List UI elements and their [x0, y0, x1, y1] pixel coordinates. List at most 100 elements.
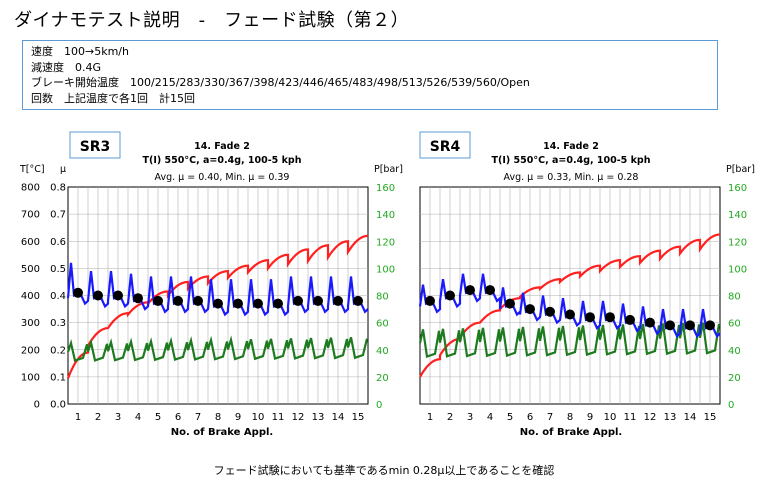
chart1-avg-mu-point [113, 290, 123, 301]
chart1-mu-tick: 0.0 [50, 400, 66, 411]
chart2-x-tick: 2 [447, 412, 453, 423]
chart1-temp-tick: 300 [21, 318, 40, 329]
chart2-pressure-tick: 140 [728, 210, 747, 221]
chart2-x-tick: 15 [704, 412, 717, 423]
chart2-avg-mu-point [445, 290, 455, 301]
chart1-pressure-tick: 100 [376, 264, 395, 275]
chart1-x-tick: 6 [175, 412, 181, 423]
chart1-x-tick: 7 [195, 412, 201, 423]
chart2-x-tick: 3 [467, 412, 473, 423]
chart1-subtitle: T(I) 550°C, a=0.4g, 100-5 kph [143, 155, 302, 166]
chart1-avg-mu-point [233, 298, 243, 309]
chart2-pressure-tick: 120 [728, 237, 747, 248]
chart1-avg-mu-point [213, 298, 223, 309]
chart1-temperature-line [66, 234, 369, 379]
chart1-pressure-tick: 120 [376, 237, 395, 248]
chart1-avg-mu-point [253, 298, 263, 309]
chart1-pressure-line [66, 335, 369, 363]
chart2-pressure-tick: 160 [728, 183, 747, 194]
chart2-title: 14. Fade 2 [543, 141, 599, 152]
chart1-badge-box [69, 131, 121, 159]
chart1-mu-tick: 0.8 [50, 183, 66, 194]
chart1-temp-tick: 0 [34, 400, 40, 411]
chart1-x-tick: 12 [292, 412, 305, 423]
chart2-avg-mu-point [485, 285, 495, 296]
chart2-x-tick: 4 [487, 412, 493, 423]
chart1-mu-tick: 0.6 [50, 237, 66, 248]
chart1-temp-tick: 200 [21, 345, 40, 356]
chart2-x-tick: 11 [624, 412, 637, 423]
chart1-temp-tick: 800 [21, 183, 40, 194]
test-conditions-box: 速度 100→5km/h 減速度 0.4G ブレーキ開始温度 100/215/2… [22, 40, 718, 110]
chart2-x-tick: 5 [507, 412, 513, 423]
chart2-pressure-axis-label: P[bar] [726, 164, 755, 175]
chart2-avg-mu-point [525, 304, 535, 315]
chart1-mu-tick: 0.5 [50, 264, 66, 275]
chart2-x-tick: 13 [664, 412, 677, 423]
chart2-x-tick: 8 [567, 412, 573, 423]
chart1-x-tick: 9 [235, 412, 241, 423]
chart2-avg-mu-point [585, 312, 595, 323]
chart1-avg-mu-point [73, 287, 83, 298]
chart1-mu-tick: 0.7 [50, 210, 66, 221]
chart1-stats: Avg. μ = 0.40, Min. μ = 0.39 [155, 172, 290, 183]
chart1-x-tick: 1 [75, 412, 81, 423]
chart2-pressure-tick: 40 [728, 346, 741, 357]
chart1-mu-axis-label: μ [60, 164, 66, 175]
chart2-temperature-line [419, 233, 721, 378]
chart1-avg-mu-point [313, 295, 323, 306]
chart1-avg-mu-point [293, 295, 303, 306]
chart2-x-tick: 10 [604, 412, 617, 423]
chart2-x-tick: 6 [527, 412, 533, 423]
chart2-x-tick: 14 [684, 412, 697, 423]
chart1-avg-mu-point [353, 295, 363, 306]
chart1-avg-mu-point [173, 295, 183, 306]
chart1-x-tick: 2 [95, 412, 101, 423]
chart1-avg-mu-point [93, 290, 103, 301]
chart1-x-tick: 5 [155, 412, 161, 423]
chart2-pressure-tick: 100 [728, 264, 747, 275]
chart1-avg-mu-point [193, 295, 203, 306]
chart2-x-axis-label: No. of Brake Appl. [520, 427, 622, 438]
chart2-x-tick: 9 [587, 412, 593, 423]
chart2-subtitle: T(I) 550°C, a=0.4g, 100-5 kph [492, 155, 651, 166]
chart1-pressure-tick: 160 [376, 183, 395, 194]
chart1-title: 14. Fade 2 [194, 141, 250, 152]
chart2-avg-mu-point [645, 317, 655, 328]
chart2-avg-mu-point [685, 320, 695, 331]
chart1-badge: SR3 [80, 139, 111, 155]
page-title: ダイナモテスト説明 - フェード試験（第２） [14, 10, 410, 31]
chart1-temp-tick: 700 [21, 210, 40, 221]
chart1-avg-mu-point [133, 293, 143, 304]
chart1-x-tick: 15 [352, 412, 365, 423]
condition-repetitions: 回数 上記温度で各1回 計15回 [31, 91, 195, 105]
chart2-avg-mu-point [425, 295, 435, 306]
chart2-stats: Avg. μ = 0.33, Min. μ = 0.28 [504, 172, 639, 183]
chart2-avg-mu-point [505, 298, 515, 309]
chart2-avg-mu-point [665, 320, 675, 331]
chart1-avg-mu-point [153, 295, 163, 306]
condition-deceleration: 減速度 0.4G [31, 60, 102, 74]
chart1-pressure-tick: 20 [376, 373, 389, 384]
chart1-mu-tick: 0.4 [50, 291, 66, 302]
chart1-pressure-tick: 60 [376, 319, 389, 330]
chart1-pressure-tick: 140 [376, 210, 395, 221]
chart2-avg-mu-point [465, 285, 475, 296]
chart1-x-tick: 4 [135, 412, 141, 423]
chart1-x-tick: 10 [252, 412, 265, 423]
chart2-avg-mu-point [545, 306, 555, 317]
chart2-avg-mu-point [625, 314, 635, 325]
chart2-pressure-tick: 0 [728, 400, 734, 411]
chart2-pressure-tick: 60 [728, 319, 741, 330]
chart1-x-tick: 13 [312, 412, 325, 423]
conclusion-text: フェード試験においても基準であるmin 0.28μ以上であることを確認 [213, 464, 555, 477]
chart1-temp-tick: 500 [21, 264, 40, 275]
chart1-mu-tick: 0.3 [50, 318, 66, 329]
chart1-temp-axis-label: T[°C] [19, 164, 45, 175]
chart1-avg-mu-point [273, 298, 283, 309]
chart2-badge: SR4 [430, 139, 461, 155]
chart1-pressure-axis-label: P[bar] [374, 164, 403, 175]
chart2-pressure-tick: 80 [728, 292, 741, 303]
chart1-temp-tick: 600 [21, 237, 40, 248]
chart1-pressure-tick: 80 [376, 292, 389, 303]
